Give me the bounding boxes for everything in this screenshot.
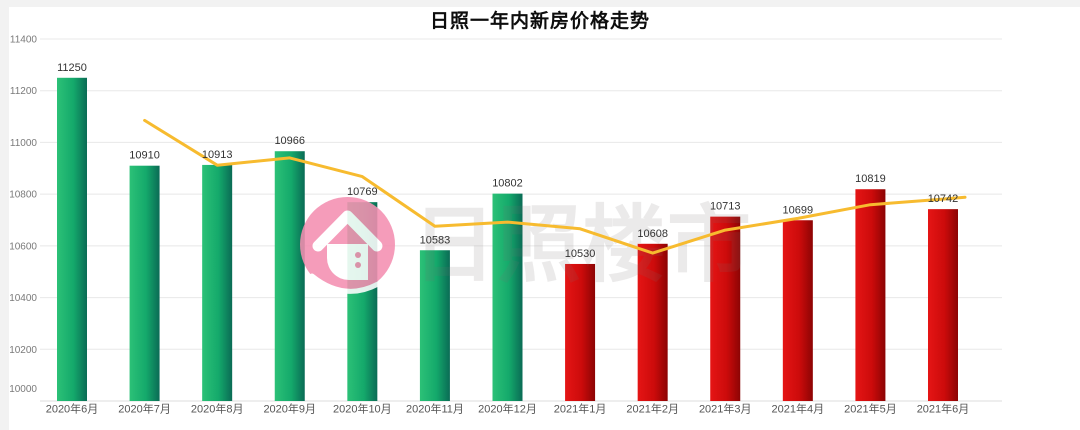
bar-2020年11月[interactable] [419, 250, 450, 401]
y-axis-tick-label: 10200 [9, 345, 37, 356]
page-border-left [0, 0, 9, 430]
y-axis-labels: 10000 10200 10400 10600 10800 11000 11200 11400 [9, 35, 37, 396]
chart-title: 日照一年内新房价格走势 [429, 11, 650, 32]
page-border-top [0, 0, 1080, 7]
y-axis-tick-label: 10000 [9, 384, 37, 395]
bar-2020年6月[interactable] [57, 77, 87, 402]
watermark: 日照楼市 [300, 197, 752, 294]
bar-value-label: 10583 [420, 234, 451, 246]
x-axis-label: 2020年6月 [46, 402, 99, 416]
bar-value-label: 10769 [347, 186, 378, 198]
watermark-house-icon [309, 210, 383, 294]
grid-lines [40, 38, 1002, 402]
y-axis-tick-label: 10800 [9, 190, 37, 201]
bar-2021年4月[interactable] [782, 220, 813, 401]
bar-value-label: 10713 [710, 201, 741, 213]
bar-2020年7月[interactable] [129, 165, 160, 401]
bar-value-label: 10802 [492, 178, 523, 190]
x-axis-label: 2020年11月 [406, 402, 464, 416]
bar-value-label: 10819 [855, 173, 886, 185]
bar-value-label: 10910 [129, 150, 160, 162]
y-axis-tick-label: 11000 [10, 138, 38, 149]
trend-line[interactable] [143, 118, 967, 255]
bar-value-label: 10966 [274, 135, 305, 147]
trend-line-path[interactable] [143, 118, 967, 255]
bar-2021年1月[interactable] [565, 263, 596, 401]
bar-value-labels: 11250 10910 10913 10966 10769 10583 10802 10530… [57, 62, 958, 260]
x-axis-label: 2020年10月 [333, 402, 392, 416]
x-axis-label: 2021年2月 [626, 402, 679, 416]
x-axis-label: 2020年12月 [478, 402, 537, 416]
y-axis-tick-label: 11400 [10, 35, 38, 46]
bar-2020年12月[interactable] [492, 193, 523, 401]
bar-2021年3月[interactable] [710, 216, 741, 401]
x-axis-label: 2021年3月 [699, 402, 752, 416]
x-axis-label: 2021年4月 [772, 402, 825, 416]
watermark-text: 日照楼市 [412, 198, 752, 292]
y-axis-tick-label: 10400 [9, 293, 37, 304]
x-axis-label: 2020年7月 [118, 402, 171, 416]
bar-value-label: 10742 [928, 193, 959, 205]
bar-value-label: 10699 [783, 204, 814, 216]
x-axis-labels: 2020年6月 2020年7月 2020年8月 2020年9月 2020年10月 2020… [46, 402, 970, 416]
bar-value-label: 11250 [57, 62, 87, 74]
bar-2021年2月[interactable] [637, 243, 668, 401]
bar-value-label: 10530 [565, 248, 596, 260]
x-axis-label: 2021年6月 [917, 402, 970, 416]
y-axis-tick-label: 10600 [9, 241, 37, 252]
bar-value-label: 10913 [202, 149, 233, 161]
bar-2020年9月[interactable] [274, 151, 305, 401]
bar-2020年8月[interactable] [202, 164, 233, 401]
x-axis-label: 2021年1月 [554, 402, 607, 416]
x-axis-label: 2020年8月 [191, 402, 244, 416]
bar-2021年5月[interactable] [855, 189, 886, 401]
x-axis-label: 2021年5月 [844, 402, 897, 416]
bar-value-label: 10608 [637, 228, 668, 240]
x-axis-label: 2020年9月 [263, 402, 316, 416]
y-axis-tick-label: 11200 [10, 86, 38, 97]
bar-2021年6月[interactable] [927, 209, 958, 401]
